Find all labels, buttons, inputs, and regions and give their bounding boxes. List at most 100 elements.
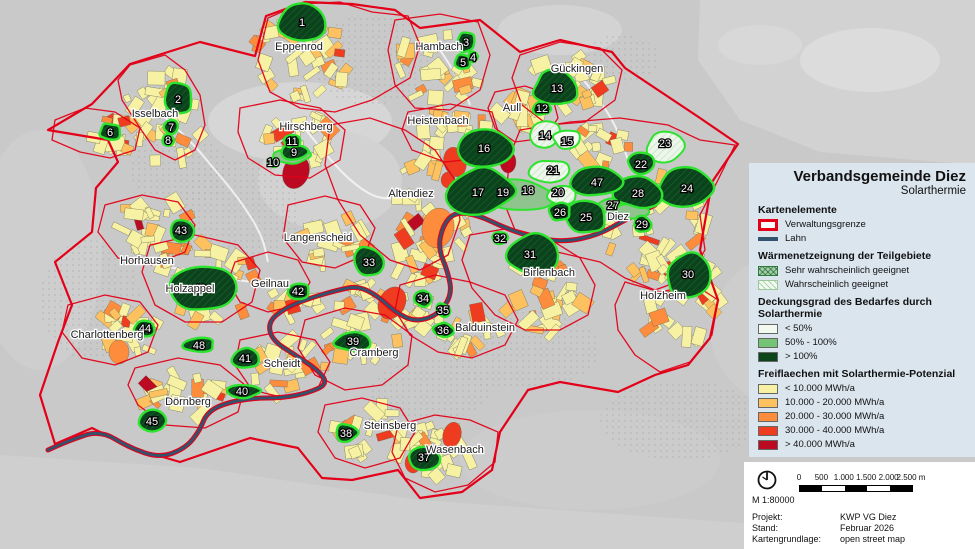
solar-parcel bbox=[565, 281, 578, 292]
solar-parcel bbox=[469, 335, 486, 352]
solar-site-area[interactable] bbox=[626, 151, 656, 176]
place-name-label: Steinsberg bbox=[364, 420, 417, 432]
credit-row: Stand: Februar 2026 bbox=[752, 523, 905, 534]
legend-item-label: 10.000 - 20.000 MWh/a bbox=[785, 397, 885, 408]
solar-site-area[interactable] bbox=[444, 166, 518, 217]
solar-parcel bbox=[461, 448, 478, 471]
solar-parcel bbox=[312, 84, 327, 99]
site-number-label: 7 bbox=[168, 122, 174, 134]
solar-parcel bbox=[413, 149, 434, 171]
solar-site-area[interactable] bbox=[230, 346, 261, 369]
solar-parcel bbox=[442, 29, 453, 41]
legend-item: Wahrscheinlich geeignet bbox=[758, 278, 966, 291]
place-name-label: Gückingen bbox=[551, 63, 604, 75]
solar-site-area[interactable] bbox=[455, 31, 476, 54]
terrain-patch bbox=[800, 28, 940, 92]
place-name-label: Wasenbach bbox=[426, 444, 484, 456]
solar-parcel bbox=[284, 47, 304, 65]
solar-site-area[interactable] bbox=[162, 118, 179, 136]
solar-parcel bbox=[298, 48, 317, 67]
solar-parcel bbox=[191, 126, 210, 144]
solar-parcel bbox=[385, 418, 398, 432]
site-number-label: 11 bbox=[286, 136, 297, 148]
solar-site-area[interactable] bbox=[353, 245, 386, 277]
solar-site-area[interactable] bbox=[435, 302, 452, 319]
solar-site-area[interactable] bbox=[286, 282, 310, 301]
site-number-label: 32 bbox=[494, 233, 506, 245]
solar-parcel bbox=[117, 302, 131, 319]
solar-site-area[interactable] bbox=[408, 445, 442, 472]
solar-parcel bbox=[369, 354, 381, 366]
solar-parcel bbox=[469, 302, 486, 324]
municipal-boundary bbox=[61, 294, 159, 366]
solar-site-area[interactable] bbox=[332, 330, 372, 353]
solar-site-area[interactable] bbox=[225, 383, 263, 400]
solar-parcel bbox=[147, 70, 166, 86]
legend-item: 10.000 - 20.000 MWh/a bbox=[758, 396, 966, 409]
scale-tick-label: 2.500 m bbox=[896, 473, 926, 482]
solar-parcel bbox=[194, 249, 211, 258]
site-number-label: 8 bbox=[165, 135, 171, 147]
credit-label: Projekt: bbox=[752, 512, 783, 522]
solar-site-area[interactable] bbox=[276, 2, 327, 42]
solar-parcel bbox=[453, 237, 469, 253]
solar-site-area[interactable] bbox=[564, 199, 606, 234]
scale-ratio: M 1:80000 bbox=[752, 495, 795, 505]
solar-parcel bbox=[269, 379, 288, 388]
solar-site-area[interactable] bbox=[412, 289, 433, 309]
solar-parcel bbox=[323, 61, 339, 79]
solar-parcel bbox=[346, 313, 365, 331]
solar-site-area[interactable] bbox=[611, 174, 664, 210]
solar-parcel bbox=[432, 109, 443, 122]
legend-item-label: Lahn bbox=[785, 233, 807, 244]
solar-site-area[interactable] bbox=[163, 81, 193, 115]
place-name-label: Dörnberg bbox=[165, 396, 211, 408]
solar-parcel bbox=[625, 262, 642, 278]
road-line bbox=[305, 129, 411, 200]
solar-site-area[interactable] bbox=[161, 132, 176, 147]
site-number-label: 10 bbox=[267, 157, 279, 169]
solar-site-area[interactable] bbox=[137, 408, 168, 433]
solar-site-area[interactable] bbox=[569, 165, 625, 197]
solar-site-area[interactable] bbox=[169, 219, 196, 244]
solar-parcel bbox=[427, 89, 444, 106]
legend-item-label: 20.000 - 30.000 MWh/a bbox=[785, 411, 885, 422]
solar-site-area[interactable] bbox=[666, 251, 712, 299]
solar-site-area[interactable] bbox=[181, 336, 214, 354]
site-number-label: 40 bbox=[236, 386, 248, 398]
solar-site-area[interactable] bbox=[282, 133, 302, 149]
solar-site-area[interactable] bbox=[547, 201, 571, 222]
scale-tick-label: 1.500 bbox=[856, 473, 877, 482]
solar-parcel bbox=[250, 372, 260, 386]
solar-site-area[interactable] bbox=[168, 265, 238, 311]
solar-site-area[interactable] bbox=[266, 156, 281, 169]
site-number-label: 28 bbox=[632, 188, 644, 200]
place-name-label: Isselbach bbox=[132, 108, 178, 120]
solar-site-area[interactable] bbox=[335, 423, 360, 444]
solar-site-area[interactable] bbox=[453, 53, 472, 70]
solar-site-area[interactable] bbox=[491, 230, 510, 246]
site-number-label: 24 bbox=[681, 183, 693, 195]
solar-parcel bbox=[123, 207, 144, 221]
place-name-label: Scheidt bbox=[264, 358, 301, 370]
solar-parcel bbox=[656, 263, 669, 276]
solar-parcel bbox=[605, 242, 617, 257]
solar-parcel bbox=[531, 275, 549, 290]
solar-parcel bbox=[315, 115, 341, 141]
solar-parcel bbox=[638, 266, 650, 284]
solar-site-area[interactable] bbox=[531, 68, 579, 106]
solar-parcel bbox=[429, 136, 445, 151]
site-number-label: 4 bbox=[470, 52, 476, 64]
solar-site-area[interactable] bbox=[431, 321, 456, 339]
solar-parcel bbox=[460, 226, 473, 238]
solar-site-area[interactable] bbox=[456, 128, 515, 168]
legend-swatch bbox=[758, 218, 778, 231]
solar-site-area[interactable] bbox=[633, 214, 653, 233]
solar-site-area[interactable] bbox=[98, 122, 122, 141]
solar-site-area[interactable] bbox=[132, 319, 156, 338]
solar-site-area[interactable] bbox=[504, 232, 560, 277]
legend-item-label: Wahrscheinlich geeignet bbox=[785, 279, 889, 290]
solar-parcel bbox=[200, 378, 224, 400]
legend-item-label: Verwaltungsgrenze bbox=[785, 219, 866, 230]
